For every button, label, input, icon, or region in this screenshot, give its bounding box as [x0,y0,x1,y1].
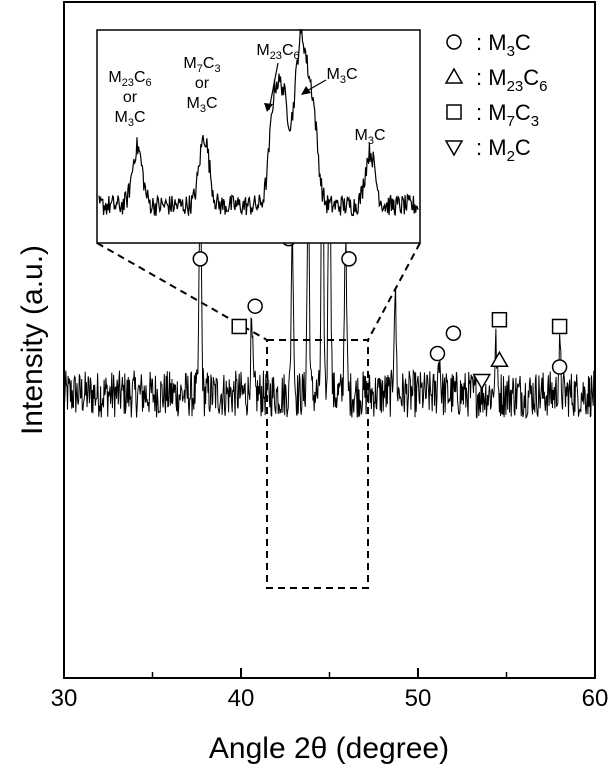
inset-series-line [98,28,419,217]
x-axis: 30 40 50 60 [51,668,609,712]
legend-label: : M23C6 [476,65,547,95]
x-tick-label: 50 [405,685,432,712]
legend-label: : M2C [476,135,531,165]
legend-symbol-triangle-up [444,67,464,84]
x-tick-label: 30 [51,685,78,712]
inset-annotation-text: M3C [186,95,217,115]
inset-arrow [268,62,279,111]
phase-marker-circle [445,325,462,341]
inset-annotation-text: or [195,75,210,92]
legend-label: : M3C [476,30,531,60]
inset-annotation-text: M23C6 [108,69,151,89]
inset-annotation-text: M3C [326,66,357,86]
phase-marker-circle [192,251,209,267]
inset-annotation-text: M7C3 [183,55,220,75]
phase-marker-triangle-up [490,350,509,368]
legend-symbol-circle [446,34,462,50]
phase-marker-square [491,311,508,328]
inset-annotation-text: M3C [354,127,385,147]
legend-label: : M7C3 [476,100,539,130]
zoom-region-box [266,339,369,589]
zoom-connector-right [367,242,421,341]
legend: : M3C : M23C6 : M7C3 : M2C [444,30,547,165]
x-tick-label: 60 [582,685,609,712]
legend-symbol-triangle-down [444,140,464,157]
phase-marker-circle [341,251,357,267]
y-axis-label: Intensity (a.u.) [16,245,49,435]
inset-annotation-text: M23C6 [256,42,299,62]
phase-marker-square [551,318,568,335]
inset-annotation-text: or [123,89,138,106]
phase-marker-circle [551,359,568,375]
inset-arrowhead [301,86,311,95]
zoom-connector-left [96,242,268,341]
phase-marker-triangle-down [472,373,492,391]
phase-marker-square [231,318,247,335]
phase-marker-circle [429,345,446,362]
inset-annotation-text: M3C [114,109,145,129]
legend-symbol-square [446,104,462,120]
phase-marker-circle [247,298,263,314]
x-axis-label: Angle 2θ (degree) [209,732,449,765]
x-tick-label: 40 [228,685,255,712]
inset-arrowhead [264,103,273,112]
